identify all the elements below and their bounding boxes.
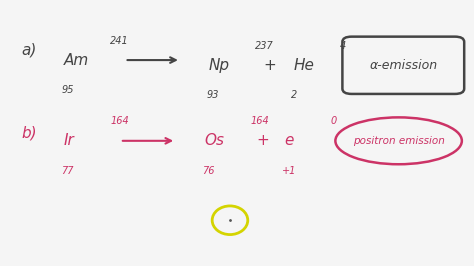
Text: +1: +1 <box>282 166 296 176</box>
Text: 164: 164 <box>110 116 129 126</box>
Text: 4: 4 <box>339 41 346 51</box>
Text: b): b) <box>21 126 37 140</box>
Text: +: + <box>256 133 269 148</box>
Text: 93: 93 <box>207 90 219 100</box>
Text: Ir: Ir <box>64 133 74 148</box>
Text: 95: 95 <box>61 85 74 95</box>
Text: 0: 0 <box>330 116 337 126</box>
Text: positron emission: positron emission <box>353 136 445 146</box>
Text: α-emission: α-emission <box>369 59 438 72</box>
Text: Am: Am <box>64 53 89 68</box>
Text: 164: 164 <box>251 116 269 126</box>
Text: 237: 237 <box>255 41 274 51</box>
Text: 241: 241 <box>110 36 129 45</box>
Text: Os: Os <box>204 133 224 148</box>
Text: +: + <box>264 58 276 73</box>
Text: 2: 2 <box>291 90 297 100</box>
Text: 76: 76 <box>202 166 214 176</box>
Text: He: He <box>293 58 314 73</box>
Text: Np: Np <box>209 58 230 73</box>
Text: 77: 77 <box>61 166 74 176</box>
Text: e: e <box>284 133 293 148</box>
Text: a): a) <box>21 42 37 57</box>
